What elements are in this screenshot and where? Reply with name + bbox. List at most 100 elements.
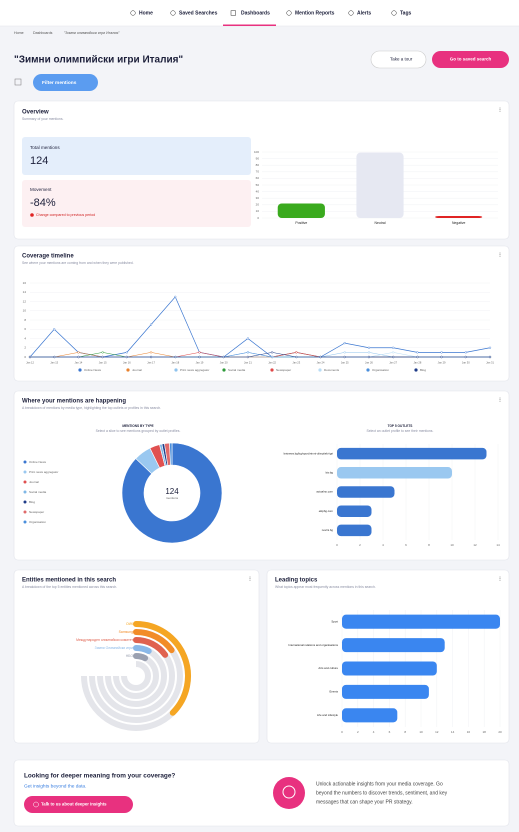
radial-label: НБО bbox=[126, 654, 134, 658]
x-tick-label: 2 bbox=[359, 543, 361, 547]
legend-swatch bbox=[414, 368, 418, 372]
y-tick-label: 40 bbox=[256, 189, 260, 193]
radial-track bbox=[105, 645, 167, 707]
page-title: "Зимни олимпийски игри Италия" bbox=[14, 55, 183, 66]
filter-icon[interactable] bbox=[14, 78, 22, 86]
cta-link[interactable]: Get insights beyond the data. bbox=[24, 783, 86, 789]
series-point bbox=[222, 355, 225, 359]
series-point bbox=[367, 355, 371, 359]
legend-swatch bbox=[23, 520, 27, 524]
y-tick-label: 50 bbox=[256, 183, 260, 187]
x-tick-label: 18 bbox=[483, 730, 487, 734]
breadcrumb[interactable]: Dashboards bbox=[33, 31, 53, 35]
legend-label: Newspaper bbox=[29, 510, 44, 514]
x-tick-label: Jan 18 bbox=[171, 361, 179, 365]
nav-item[interactable]: Saved Searches bbox=[179, 10, 218, 16]
series-point bbox=[174, 355, 177, 359]
series-point bbox=[77, 355, 80, 359]
y-tick-label: 90 bbox=[256, 156, 260, 160]
legend-label: Online News bbox=[84, 368, 102, 372]
bar bbox=[356, 152, 404, 218]
x-tick-label: Jan 21 bbox=[244, 361, 252, 365]
menu-dot bbox=[249, 578, 251, 580]
nav-item[interactable]: Dashboards bbox=[241, 10, 270, 16]
legend-label: Organisation bbox=[372, 368, 389, 372]
legend-label: Organisation bbox=[29, 520, 46, 524]
tour-button[interactable] bbox=[370, 50, 427, 69]
breadcrumb[interactable]: Home bbox=[14, 31, 24, 35]
x-tick-label: Jan 23 bbox=[292, 361, 300, 365]
cta-title: Looking for deeper meaning from your cov… bbox=[24, 773, 175, 780]
bar bbox=[337, 524, 372, 537]
filter-button[interactable] bbox=[33, 74, 98, 91]
bar bbox=[337, 505, 372, 517]
x-tick-label: 6 bbox=[405, 543, 407, 547]
tour-button-label: Take a tour bbox=[390, 57, 413, 62]
series-point bbox=[440, 355, 443, 359]
legend-swatch bbox=[23, 470, 27, 474]
legend-swatch bbox=[318, 368, 322, 372]
nav-icon bbox=[391, 10, 397, 16]
nav-icon bbox=[230, 10, 236, 16]
card-title: Where your mentions are happening bbox=[22, 399, 126, 405]
nav-item[interactable]: Home bbox=[139, 10, 153, 16]
card-title: Coverage timeline bbox=[22, 254, 74, 260]
menu-dot bbox=[499, 255, 501, 257]
series-point bbox=[246, 355, 249, 359]
series-point bbox=[488, 346, 492, 349]
series-point bbox=[343, 342, 346, 345]
x-tick-label: Jan 14 bbox=[75, 361, 83, 365]
legend-label: Journal bbox=[29, 480, 39, 484]
nav-item[interactable]: Mention Reports bbox=[295, 10, 335, 16]
x-tick-label: 14 bbox=[451, 730, 455, 734]
movement-note: Change compared to previous period bbox=[36, 213, 95, 217]
nav-item[interactable]: Tags bbox=[400, 10, 412, 16]
series-point bbox=[464, 355, 467, 359]
x-tick-label: 14 bbox=[496, 543, 500, 547]
y-tick-label: Sport bbox=[331, 619, 338, 623]
donut-total: 124 bbox=[165, 487, 179, 496]
menu-dot bbox=[499, 579, 501, 581]
legend-swatch bbox=[23, 510, 27, 514]
x-tick-label: Jan 30 bbox=[462, 361, 470, 365]
coverage-card bbox=[13, 245, 510, 382]
y-tick-label: btv.bg bbox=[326, 471, 334, 475]
nav-item[interactable]: Alerts bbox=[357, 10, 371, 16]
y-tick-label: 70 bbox=[256, 170, 260, 174]
series-point bbox=[101, 351, 104, 354]
cta-button[interactable] bbox=[24, 796, 133, 813]
legend-label: Social media bbox=[29, 490, 47, 494]
x-tick-label: 10 bbox=[419, 730, 423, 734]
x-tick-label: Jan 27 bbox=[389, 361, 397, 365]
bar bbox=[342, 614, 500, 629]
radial-bar bbox=[133, 645, 152, 655]
radial-bar bbox=[133, 653, 149, 662]
x-tick-label: Jan 20 bbox=[220, 361, 228, 365]
bar bbox=[435, 216, 483, 218]
series-point bbox=[125, 351, 128, 354]
bar bbox=[337, 447, 487, 460]
cta-icon bbox=[273, 777, 305, 809]
bar bbox=[342, 638, 445, 653]
legend-swatch bbox=[23, 460, 27, 464]
x-tick-label: 0 bbox=[341, 730, 343, 734]
donut-total-label: mentions bbox=[166, 496, 179, 500]
series-point bbox=[295, 351, 298, 354]
menu-dot bbox=[499, 578, 501, 580]
series-point bbox=[416, 355, 419, 359]
series-point bbox=[343, 351, 346, 354]
radial-label: ОИК bbox=[126, 622, 133, 626]
y-tick-label: 16 bbox=[23, 281, 27, 285]
x-tick-label: Jan 24 bbox=[317, 361, 325, 365]
series-point bbox=[28, 355, 32, 359]
series-point bbox=[125, 355, 128, 359]
x-tick-label: 2 bbox=[357, 730, 359, 734]
radial-bar bbox=[133, 629, 175, 654]
y-tick-label: ekipbg.com bbox=[319, 509, 334, 513]
saved-search-button[interactable] bbox=[432, 51, 509, 68]
nav-icon bbox=[170, 10, 176, 16]
cta-text: messages that can shape your PR strategy… bbox=[316, 799, 413, 805]
legend-label: Newspaper bbox=[276, 368, 291, 372]
series-point bbox=[246, 337, 249, 340]
donut-slice bbox=[169, 442, 173, 466]
